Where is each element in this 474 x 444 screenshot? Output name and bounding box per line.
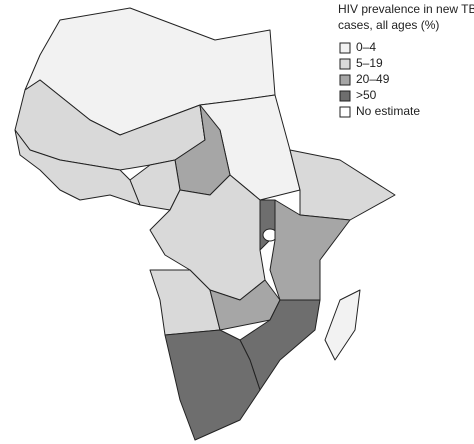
legend-swatch xyxy=(339,58,351,70)
legend-title: cases, all ages (%) xyxy=(338,18,439,32)
southern-africa xyxy=(164,329,261,441)
legend-label: >50 xyxy=(356,88,377,102)
legend-label: 5–19 xyxy=(356,56,383,70)
countries xyxy=(14,7,396,441)
legend-swatch xyxy=(339,90,351,102)
madagascar xyxy=(324,289,361,361)
legend-title: HIV prevalence in new TB xyxy=(338,2,474,16)
legend-label: 20–49 xyxy=(356,72,390,86)
west-africa-coast xyxy=(14,129,141,206)
uganda xyxy=(259,199,276,251)
legend-label: No estimate xyxy=(356,104,420,118)
horn-of-africa xyxy=(289,149,396,221)
legend-swatch xyxy=(339,74,351,86)
legend-swatch xyxy=(339,106,351,118)
legend: HIV prevalence in new TB cases, all ages… xyxy=(338,2,474,118)
legend-label: 0–4 xyxy=(356,40,376,54)
legend-swatch xyxy=(339,42,351,54)
